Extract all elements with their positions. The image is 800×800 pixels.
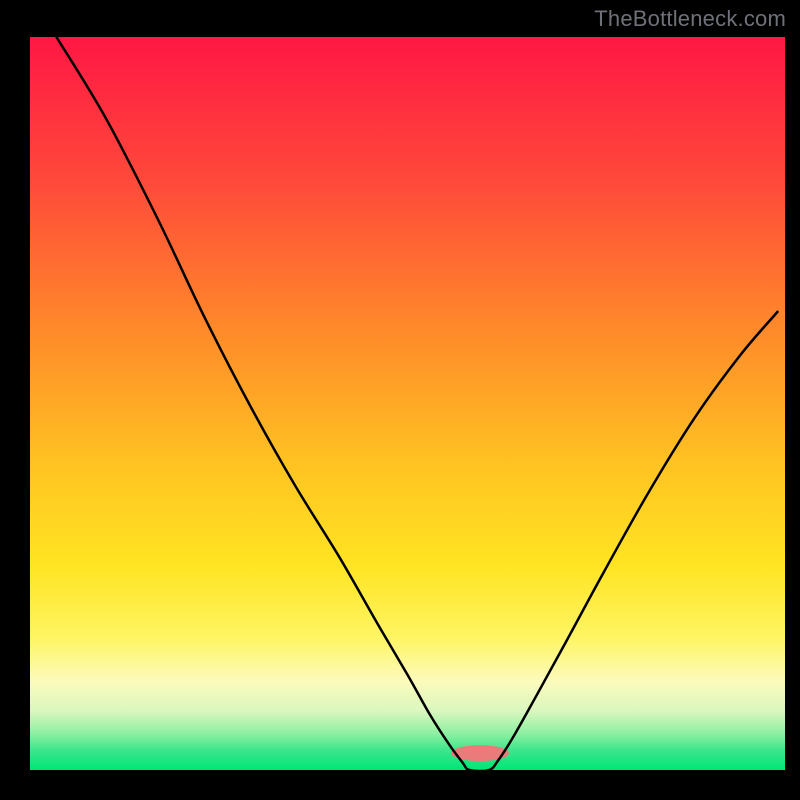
chart-svg	[0, 0, 800, 800]
chart-container: TheBottleneck.com	[0, 0, 800, 800]
gradient-background	[30, 37, 785, 770]
